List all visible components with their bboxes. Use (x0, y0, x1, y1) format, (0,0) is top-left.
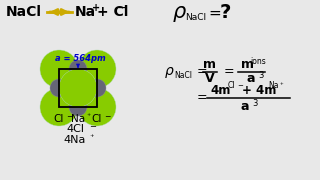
Text: −: − (66, 112, 72, 121)
Text: =: = (224, 66, 235, 78)
Text: $\rho$: $\rho$ (172, 4, 187, 24)
Circle shape (78, 50, 116, 88)
Text: ?: ? (220, 3, 231, 22)
Text: Cl: Cl (54, 114, 64, 124)
Text: a: a (247, 73, 255, 86)
Text: ⁺: ⁺ (89, 133, 93, 142)
Text: ⁺: ⁺ (280, 83, 284, 89)
Text: a = 564pm: a = 564pm (55, 54, 105, 63)
Text: m: m (241, 58, 254, 71)
Circle shape (88, 79, 106, 97)
Text: −: − (237, 83, 243, 89)
Circle shape (69, 98, 87, 116)
Circle shape (40, 50, 78, 88)
Text: Na: Na (268, 82, 278, 91)
Text: a: a (241, 100, 249, 112)
Text: NaCl: NaCl (185, 14, 206, 22)
Text: 4m: 4m (210, 84, 230, 96)
Text: ⁺: ⁺ (86, 112, 90, 121)
Text: + 4m: + 4m (242, 84, 276, 96)
Text: ions: ions (250, 57, 266, 66)
Circle shape (69, 60, 87, 78)
Text: 4Cl: 4Cl (66, 124, 84, 134)
Text: Cl: Cl (92, 114, 102, 124)
Text: NaCl: NaCl (6, 5, 42, 19)
Text: Na: Na (75, 5, 96, 19)
Text: Cl: Cl (228, 82, 236, 91)
Text: =: = (197, 91, 208, 105)
Text: + Cl: + Cl (97, 5, 128, 19)
Text: m: m (204, 58, 217, 71)
Circle shape (50, 79, 68, 97)
Text: −: − (118, 3, 126, 13)
Text: +: + (92, 3, 100, 13)
Text: =: = (197, 66, 208, 78)
Text: $\rho$: $\rho$ (164, 64, 175, 80)
Text: 4Na: 4Na (64, 135, 86, 145)
Circle shape (40, 88, 78, 126)
Circle shape (78, 88, 116, 126)
Text: Na: Na (71, 114, 85, 124)
Text: 3: 3 (252, 98, 257, 107)
Text: 3: 3 (258, 71, 263, 80)
Text: V: V (205, 73, 215, 86)
Text: =: = (209, 6, 227, 21)
Text: NaCl: NaCl (174, 71, 192, 80)
Circle shape (59, 69, 97, 107)
Bar (59, 69, 97, 107)
Text: −: − (89, 122, 96, 131)
Text: −: − (104, 112, 110, 121)
